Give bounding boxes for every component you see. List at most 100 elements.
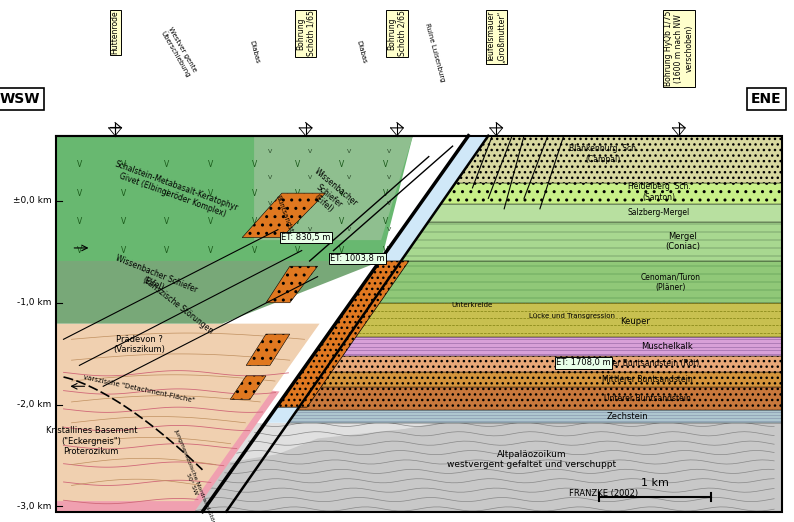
Text: V: V	[268, 175, 272, 180]
Polygon shape	[56, 136, 413, 261]
Polygon shape	[372, 261, 782, 303]
Text: V: V	[387, 227, 391, 232]
Polygon shape	[428, 204, 782, 222]
Text: V: V	[121, 160, 125, 169]
Polygon shape	[313, 372, 782, 387]
Text: V: V	[268, 201, 272, 206]
Polygon shape	[349, 303, 782, 337]
Text: Diabas: Diabas	[248, 40, 260, 64]
Polygon shape	[456, 136, 782, 183]
Text: -2,0 km: -2,0 km	[17, 400, 52, 409]
Text: Unterkreide: Unterkreide	[452, 302, 493, 309]
Polygon shape	[56, 423, 782, 512]
Text: V: V	[295, 246, 300, 255]
Polygon shape	[56, 136, 782, 512]
Text: Schalstein-Metabasalt-Keratophyr
Givet (Elbingeröder Komplex): Schalstein-Metabasalt-Keratophyr Givet (…	[110, 159, 239, 222]
Polygon shape	[246, 334, 290, 365]
Text: V: V	[208, 217, 213, 227]
Text: V: V	[252, 217, 256, 227]
Text: Buntsandstein: Buntsandstein	[275, 195, 297, 244]
Text: ET: 1708,0 m: ET: 1708,0 m	[557, 358, 611, 367]
Polygon shape	[56, 261, 381, 324]
Polygon shape	[324, 356, 782, 372]
Text: Mittlerer Buntsandstein: Mittlerer Buntsandstein	[602, 375, 692, 384]
Text: V: V	[339, 188, 344, 198]
Text: V: V	[252, 160, 256, 169]
Text: ENE: ENE	[751, 92, 781, 106]
Text: Cenoman/Turon
(Pläner): Cenoman/Turon (Pläner)	[641, 272, 701, 292]
Text: V: V	[383, 217, 387, 227]
Text: V: V	[164, 160, 169, 169]
Text: Keuper: Keuper	[620, 316, 650, 326]
Polygon shape	[265, 136, 488, 423]
Text: Jungmesozoische Nordrand-Störung
50° SW: Jungmesozoische Nordrand-Störung 50° SW	[168, 429, 221, 522]
Text: Westver gente
Überschiebung: Westver gente Überschiebung	[159, 26, 198, 79]
Text: V: V	[77, 160, 82, 169]
Text: Blankenburg. Sch.
(Campai): Blankenburg. Sch. (Campai)	[569, 144, 638, 164]
Text: V: V	[252, 188, 256, 198]
Text: V: V	[339, 217, 344, 227]
Text: Zechstein: Zechstein	[607, 412, 648, 421]
Text: Mergel
(Coniac): Mergel (Coniac)	[665, 232, 700, 252]
Text: Variszische Störungen: Variszische Störungen	[142, 276, 215, 335]
Text: ET: 1003,8 m: ET: 1003,8 m	[330, 254, 384, 263]
Text: -3,0 km: -3,0 km	[17, 502, 52, 511]
Text: V: V	[347, 175, 352, 180]
Text: varszische "Detachment-Fläche": varszische "Detachment-Fläche"	[83, 374, 195, 404]
Text: Wissenbacher
Schiefer
(Eifel): Wissenbacher Schiefer (Eifel)	[299, 167, 360, 224]
Polygon shape	[56, 324, 319, 501]
Polygon shape	[441, 183, 782, 204]
Text: Oberer Buntsandstein (Röt): Oberer Buntsandstein (Röt)	[595, 359, 700, 369]
Text: V: V	[387, 175, 391, 180]
Text: V: V	[121, 217, 125, 227]
Text: V: V	[339, 246, 344, 255]
Text: Teufelsmauer
„Großmutter“: Teufelsmauer „Großmutter“	[487, 10, 506, 63]
Text: Bohrung
Schöth 1/65: Bohrung Schöth 1/65	[296, 10, 315, 56]
Text: ±0,0 km: ±0,0 km	[13, 196, 52, 206]
Text: Altpaläozoikum
westvergent gefaltet und verschuppt: Altpaläozoikum westvergent gefaltet und …	[447, 449, 617, 469]
Text: V: V	[164, 246, 169, 255]
Text: V: V	[77, 246, 82, 255]
Text: V: V	[347, 201, 352, 206]
Polygon shape	[401, 222, 782, 261]
Text: 1 km: 1 km	[641, 478, 669, 488]
Text: V: V	[307, 201, 312, 206]
Text: Heidelberg  Sch.
(Santon): Heidelberg Sch. (Santon)	[627, 182, 691, 202]
Polygon shape	[335, 337, 782, 356]
Text: V: V	[121, 188, 125, 198]
Text: Diabas: Diabas	[355, 40, 368, 64]
Text: V: V	[339, 160, 344, 169]
Text: ET: 830,5 m: ET: 830,5 m	[281, 233, 330, 242]
Text: Prädevon ?
(Variszikum): Prädevon ? (Variszikum)	[113, 335, 165, 354]
Text: V: V	[164, 217, 169, 227]
Polygon shape	[297, 387, 782, 410]
Text: V: V	[347, 227, 352, 232]
Text: Ruine Luisenburg: Ruine Luisenburg	[424, 22, 446, 82]
Text: Unterer Buntsandstein: Unterer Buntsandstein	[603, 394, 691, 403]
Text: V: V	[307, 175, 312, 180]
Text: V: V	[121, 246, 125, 255]
Polygon shape	[288, 410, 782, 423]
Polygon shape	[56, 423, 782, 512]
Text: WSW: WSW	[0, 92, 40, 106]
Text: V: V	[164, 188, 169, 198]
Text: V: V	[208, 246, 213, 255]
Text: V: V	[295, 217, 300, 227]
Text: V: V	[295, 188, 300, 198]
Text: V: V	[268, 149, 272, 154]
Text: Muschelkalk: Muschelkalk	[641, 341, 693, 351]
Text: V: V	[387, 149, 391, 154]
Text: V: V	[208, 160, 213, 169]
Text: V: V	[307, 149, 312, 154]
Text: Wissenbacher Schiefer
(Eifel): Wissenbacher Schiefer (Eifel)	[110, 254, 199, 305]
Text: Hüttenrode: Hüttenrode	[110, 10, 120, 54]
Text: V: V	[77, 217, 82, 227]
Text: FRANZKE (2002): FRANZKE (2002)	[569, 489, 638, 498]
Text: -1,0 km: -1,0 km	[17, 298, 52, 307]
Text: V: V	[208, 188, 213, 198]
Text: V: V	[383, 246, 387, 255]
Text: V: V	[77, 188, 82, 198]
Text: Salzberg-Mergel: Salzberg-Mergel	[628, 208, 690, 218]
Text: V: V	[383, 160, 387, 169]
Text: V: V	[347, 149, 352, 154]
